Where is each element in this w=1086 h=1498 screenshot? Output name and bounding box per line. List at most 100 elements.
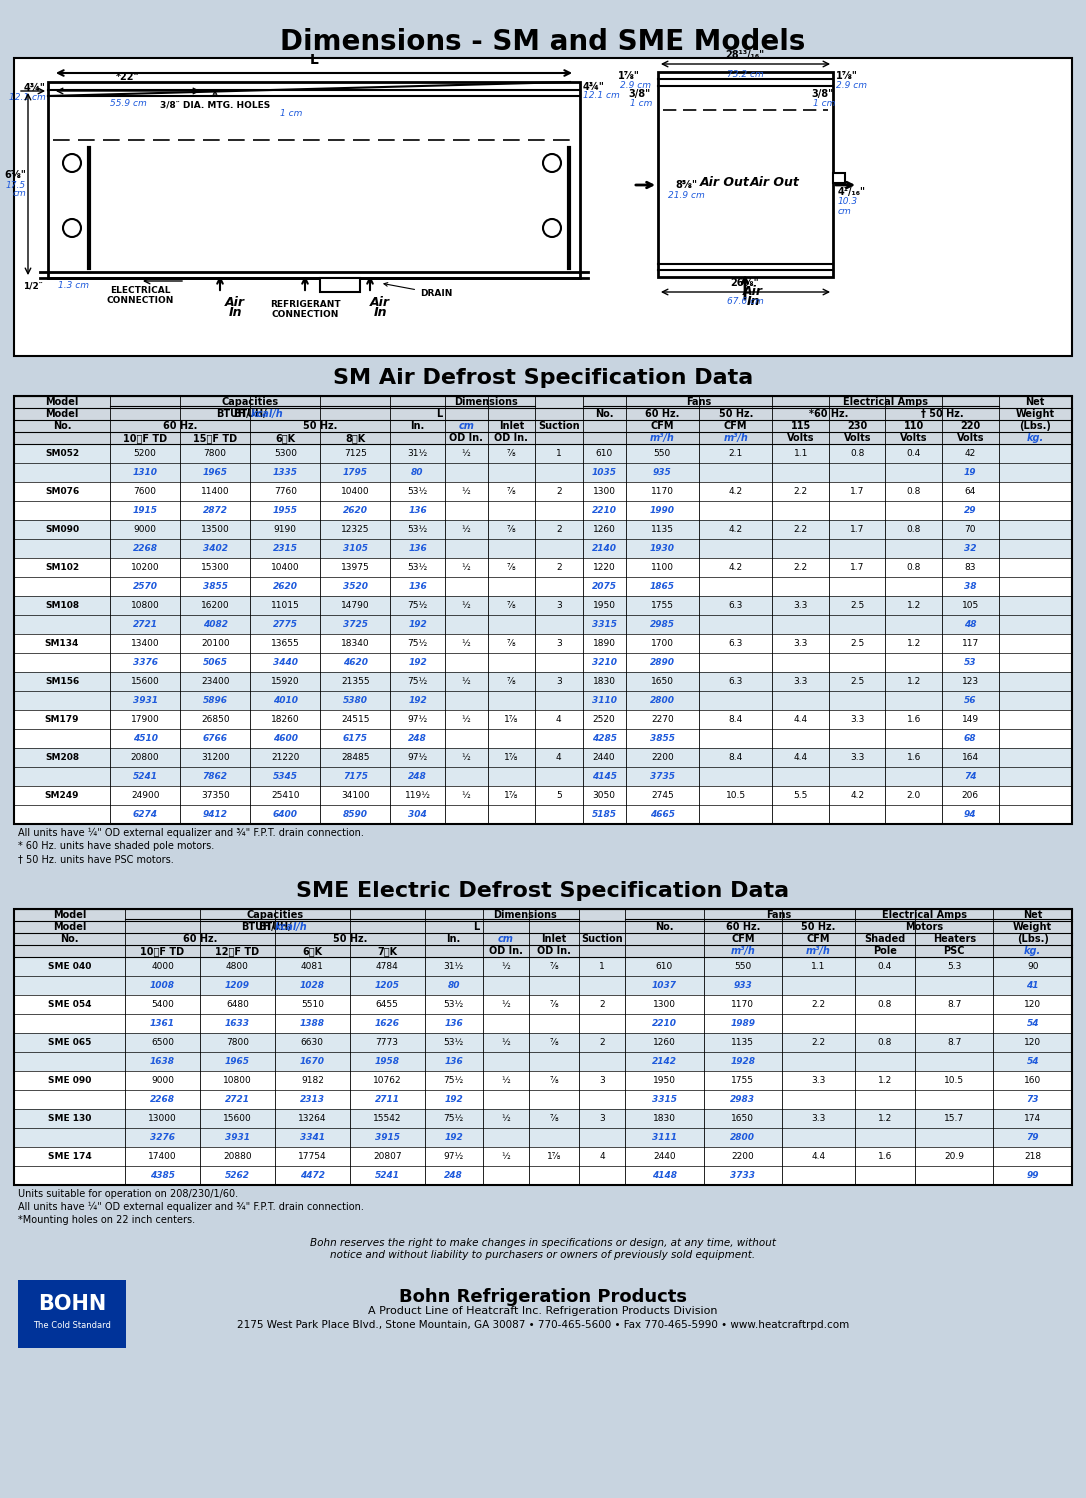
Text: 4784: 4784 [376, 962, 399, 971]
Text: 1⅞: 1⅞ [504, 791, 518, 800]
Text: 4082: 4082 [203, 620, 228, 629]
Bar [14, 1014, 1072, 1034]
Text: Electrical Amps: Electrical Amps [843, 397, 929, 407]
Text: m³/h: m³/h [806, 947, 831, 956]
Text: 1135: 1135 [651, 524, 673, 533]
Text: 1135: 1135 [731, 1038, 755, 1047]
Bar [14, 977, 1072, 995]
Text: 41: 41 [1026, 981, 1039, 990]
Text: BTUH/: BTUH/ [233, 409, 267, 419]
Text: SM179: SM179 [45, 715, 79, 724]
Text: 5.5: 5.5 [794, 791, 808, 800]
Text: 1.7: 1.7 [850, 563, 864, 572]
Text: 1755: 1755 [731, 1076, 755, 1085]
Text: m³/h: m³/h [731, 947, 756, 956]
Text: 1.7: 1.7 [850, 524, 864, 533]
Bar [14, 804, 1072, 824]
Text: 2075: 2075 [592, 583, 617, 592]
Bar [14, 634, 1072, 653]
Text: 120: 120 [1024, 1001, 1041, 1010]
Text: 2620: 2620 [273, 583, 298, 592]
Text: Volts: Volts [844, 433, 871, 443]
Bar [14, 463, 1072, 482]
Text: 10.5: 10.5 [944, 1076, 964, 1085]
Text: 20807: 20807 [372, 1152, 402, 1161]
Text: 50 Hz.: 50 Hz. [719, 409, 753, 419]
Text: ½: ½ [501, 1076, 510, 1085]
Text: *Mounting holes on 22 inch centers.: *Mounting holes on 22 inch centers. [18, 1215, 195, 1225]
Text: 3.3: 3.3 [811, 1115, 825, 1124]
Bar [14, 909, 1072, 1185]
Text: 1990: 1990 [649, 506, 674, 515]
Text: 4¾": 4¾" [24, 82, 46, 93]
Text: 99: 99 [1026, 1171, 1039, 1180]
Text: 3050: 3050 [593, 791, 616, 800]
Text: 8⅝": 8⅝" [675, 180, 697, 190]
Text: 8.4: 8.4 [729, 753, 743, 762]
Text: 3.3: 3.3 [794, 677, 808, 686]
Text: 2: 2 [556, 563, 561, 572]
Text: 5400: 5400 [151, 1001, 174, 1010]
Text: Dimensions: Dimensions [493, 909, 557, 920]
Text: 218: 218 [1024, 1152, 1041, 1161]
Text: 2890: 2890 [649, 658, 674, 667]
Text: 9412: 9412 [203, 810, 228, 819]
Text: 70: 70 [964, 524, 976, 533]
Bar [48, 82, 580, 279]
Text: 4.4: 4.4 [794, 715, 808, 724]
Text: 18260: 18260 [272, 715, 300, 724]
Text: cm: cm [838, 207, 851, 216]
Text: 2.2: 2.2 [794, 487, 808, 496]
Text: 4.4: 4.4 [811, 1152, 825, 1161]
Text: 4¾": 4¾" [583, 82, 605, 91]
Text: 1260: 1260 [593, 524, 616, 533]
Bar [14, 730, 1072, 748]
Text: 73: 73 [1026, 1095, 1039, 1104]
Text: 2440: 2440 [593, 753, 616, 762]
Text: 10400: 10400 [341, 487, 369, 496]
Text: 67.6 cm: 67.6 cm [727, 297, 763, 306]
Text: 3/8″ DIA. MTG. HOLES: 3/8″ DIA. MTG. HOLES [160, 91, 270, 109]
Text: 1⅞: 1⅞ [504, 715, 518, 724]
Bar [14, 673, 1072, 691]
Text: 2: 2 [599, 1001, 605, 1010]
Text: 3.3: 3.3 [794, 640, 808, 649]
Text: cm: cm [12, 189, 26, 198]
Text: 13400: 13400 [130, 640, 160, 649]
Bar [14, 577, 1072, 596]
Text: 4010: 4010 [273, 697, 298, 706]
Text: 1.1: 1.1 [811, 962, 825, 971]
Bar [14, 539, 1072, 557]
Text: 12325: 12325 [341, 524, 369, 533]
Text: 2.9 cm: 2.9 cm [836, 81, 867, 90]
Text: 4081: 4081 [301, 962, 324, 971]
Text: 16200: 16200 [201, 601, 229, 610]
Text: ½: ½ [501, 1152, 510, 1161]
Text: 2.0: 2.0 [907, 791, 921, 800]
Text: Model: Model [53, 909, 86, 920]
Text: 7800: 7800 [204, 449, 227, 458]
Text: Capacities: Capacities [222, 397, 279, 407]
Text: 28¹³/₁₆": 28¹³/₁₆" [725, 49, 765, 60]
Text: L: L [435, 409, 442, 419]
Text: 3210: 3210 [592, 658, 617, 667]
Text: SME 130: SME 130 [48, 1115, 91, 1124]
Bar [14, 557, 1072, 577]
Text: 15542: 15542 [372, 1115, 402, 1124]
Text: 5262: 5262 [225, 1171, 250, 1180]
Text: 1955: 1955 [273, 506, 298, 515]
Text: 5380: 5380 [343, 697, 368, 706]
Text: * 60 Hz. units have shaded pole motors.: * 60 Hz. units have shaded pole motors. [18, 840, 214, 851]
Text: 15300: 15300 [201, 563, 229, 572]
Text: 3276: 3276 [150, 1132, 175, 1141]
Text: 192: 192 [408, 620, 427, 629]
Text: 2520: 2520 [593, 715, 616, 724]
Text: 2.9 cm: 2.9 cm [620, 81, 651, 90]
Text: 15.7: 15.7 [944, 1115, 964, 1124]
Text: 10200: 10200 [130, 563, 160, 572]
Text: 1965: 1965 [225, 1058, 250, 1067]
Text: DRAIN: DRAIN [384, 283, 453, 298]
Text: 550: 550 [654, 449, 671, 458]
Text: 97½: 97½ [443, 1152, 464, 1161]
Text: 3: 3 [599, 1115, 605, 1124]
